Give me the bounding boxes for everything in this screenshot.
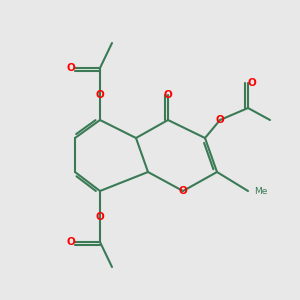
Text: O: O — [178, 186, 188, 196]
Text: O: O — [248, 78, 256, 88]
Text: O: O — [164, 90, 172, 100]
Text: O: O — [216, 115, 224, 125]
Text: Me: Me — [254, 187, 267, 196]
Text: O: O — [96, 212, 104, 222]
Text: O: O — [96, 90, 104, 100]
Text: O: O — [67, 63, 75, 73]
Text: O: O — [67, 237, 75, 247]
